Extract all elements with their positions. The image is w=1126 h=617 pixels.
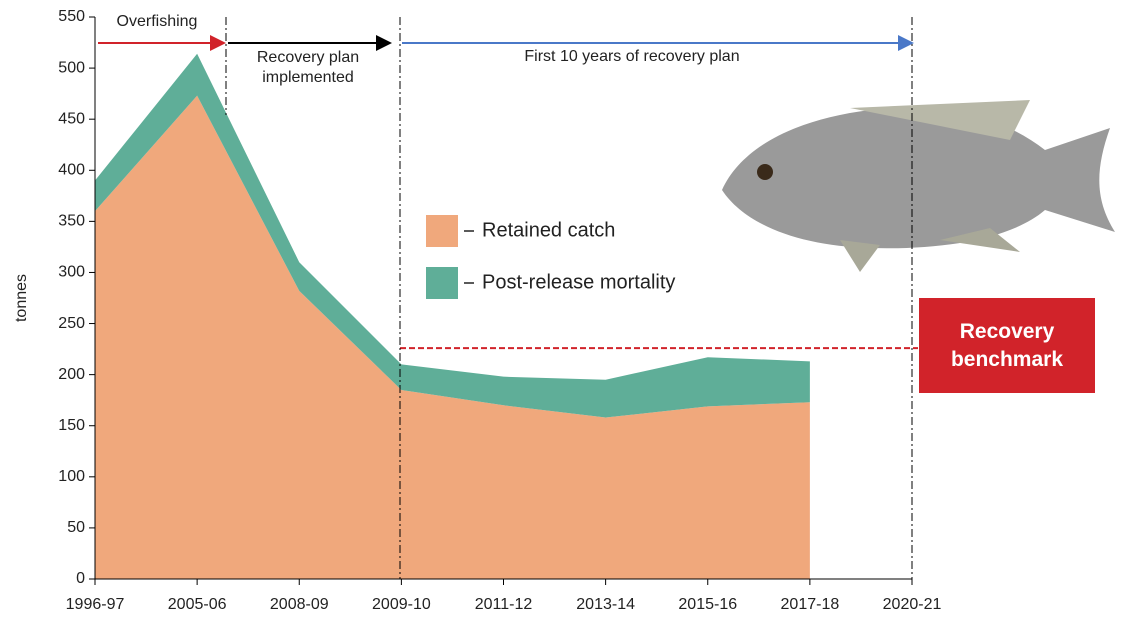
x-tick-label: 2011-12 [475, 596, 533, 613]
legend-swatch [426, 267, 458, 299]
y-tick-label: 200 [58, 366, 85, 383]
x-tick-label: 2005-06 [168, 596, 227, 613]
y-tick-label: 50 [67, 519, 85, 536]
annotation: Overfishing [117, 13, 198, 30]
x-tick-label: 1996-97 [66, 596, 125, 613]
legend-label: Retained catch [482, 219, 615, 241]
y-tick-label: 550 [58, 8, 85, 25]
y-tick-label: 450 [58, 110, 85, 127]
x-tick-label: 2020-21 [883, 596, 942, 613]
benchmark-label: Recovery benchmark [919, 298, 1095, 393]
y-tick-label: 400 [58, 161, 85, 178]
legend-swatch [426, 215, 458, 247]
legend-label: Post-release mortality [482, 271, 675, 293]
x-tick-label: 2013-14 [576, 596, 635, 613]
y-tick-label: 0 [76, 570, 85, 587]
area [95, 96, 810, 579]
y-tick-label: 300 [58, 264, 85, 281]
x-tick-label: 2017-18 [781, 596, 840, 613]
y-axis-label: tonnes [13, 274, 30, 322]
y-tick-label: 500 [58, 59, 85, 76]
y-tick-label: 150 [58, 417, 85, 434]
annotation: Recovery plan implemented [240, 48, 376, 88]
fish-illustration [722, 100, 1115, 272]
x-tick-label: 2008-09 [270, 596, 329, 613]
annotation: First 10 years of recovery plan [524, 48, 739, 65]
y-tick-label: 100 [58, 468, 85, 485]
x-tick-label: 2009-10 [372, 596, 431, 613]
page: {"chart_data": {"type": "stacked-area", … [0, 0, 1126, 617]
legend: Retained catch Post-release mortality [426, 215, 675, 299]
x-tick-label: 2015-16 [678, 596, 737, 613]
y-tick-label: 350 [58, 213, 85, 230]
y-tick-label: 250 [58, 315, 85, 332]
